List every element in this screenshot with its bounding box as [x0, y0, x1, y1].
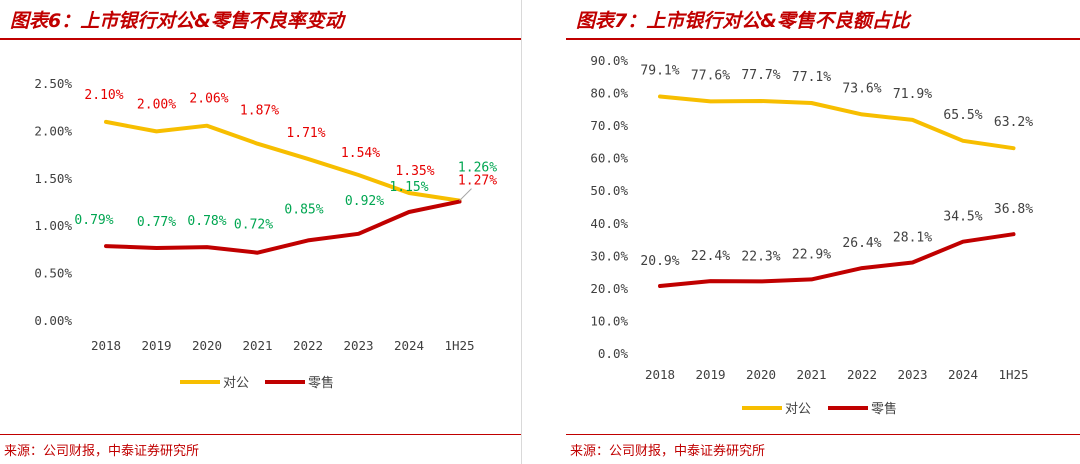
data-label: 77.6%: [691, 68, 730, 83]
x-tick-label: 2023: [343, 338, 373, 353]
y-tick-label: 70.0%: [590, 118, 628, 133]
data-label: 0.77%: [137, 215, 176, 230]
series-line-1: [104, 199, 462, 255]
data-label: 65.5%: [943, 108, 982, 123]
data-label: 1.27%: [458, 174, 497, 189]
x-tick-label: 2018: [91, 338, 121, 353]
data-label: 28.1%: [893, 231, 932, 246]
data-label: 22.9%: [792, 247, 831, 262]
data-label: 1.71%: [286, 126, 325, 141]
x-tick-label: 2020: [746, 367, 776, 382]
y-tick-label: 10.0%: [590, 313, 628, 328]
x-tick-label: 2022: [293, 338, 323, 353]
y-tick-label: 20.0%: [590, 281, 628, 296]
y-tick-label: 50.0%: [590, 183, 628, 198]
chart-panel-npl-share: 图表7：上市银行对公&零售不良额占比 0.0% 10.0% 20.0% 30.0% 40…: [566, 0, 1080, 464]
x-tick-label: 2019: [695, 367, 725, 382]
data-label: 71.9%: [893, 87, 932, 102]
chart-title-bar: 图表6：上市银行对公&零售不良率变动: [0, 0, 521, 40]
source-bar: 来源：公司财报，中泰证券研究所: [0, 434, 521, 464]
x-tick-label: 2021: [796, 367, 826, 382]
data-label: 20.9%: [640, 254, 679, 269]
data-label: 2.06%: [189, 92, 228, 107]
x-tick-label: 2024: [948, 367, 978, 382]
source-bar: 来源：公司财报，中泰证券研究所: [566, 434, 1080, 464]
npl-ratio-chart: 0.00% 0.50% 1.00% 1.50% 2.00% 2.50% 2018 2019 20…: [34, 76, 497, 391]
data-label: 0.78%: [187, 214, 226, 229]
leader-line: [459, 188, 472, 201]
series-line-0: [104, 119, 462, 203]
x-tick-label: 2019: [141, 338, 171, 353]
chart-title: 图表7：上市银行对公&零售不良额占比: [576, 10, 910, 32]
data-label: 22.3%: [741, 249, 780, 264]
y-tick-label: 40.0%: [590, 216, 628, 231]
data-label: 1.54%: [341, 146, 380, 161]
data-label: 26.4%: [842, 236, 881, 251]
y-tick-label: 2.50%: [34, 76, 72, 91]
data-label: 0.92%: [345, 194, 384, 209]
x-tick-label: 2021: [242, 338, 272, 353]
data-label: 1.15%: [389, 180, 428, 195]
data-label: 1.35%: [395, 164, 434, 179]
y-tick-label: 80.0%: [590, 86, 628, 101]
x-tick-label: 2023: [897, 367, 927, 382]
y-tick-label: 0.50%: [34, 266, 72, 281]
legend-label: 对公: [785, 402, 811, 417]
x-tick-label: 2022: [847, 367, 877, 382]
data-label: 77.1%: [792, 70, 831, 85]
y-tick-label: 1.50%: [34, 171, 72, 186]
y-tick-label: 90.0%: [590, 53, 628, 68]
source-note: 来源：公司财报，中泰证券研究所: [570, 444, 766, 459]
legend-label: 零售: [308, 375, 334, 391]
chart-title-bar: 图表7：上市银行对公&零售不良额占比: [566, 0, 1080, 40]
source-note: 来源：公司财报，中泰证券研究所: [4, 444, 200, 459]
data-label: 77.7%: [741, 68, 780, 83]
y-tick-label: 30.0%: [590, 248, 628, 263]
npl-share-chart: 0.0% 10.0% 20.0% 30.0% 40.0% 50.0% 60.0% 70.0% 8…: [590, 53, 1033, 417]
y-tick-label: 0.0%: [598, 346, 629, 361]
legend-label: 零售: [871, 401, 897, 417]
data-label: 2.10%: [84, 88, 123, 103]
data-label: 2.00%: [137, 97, 176, 112]
data-label: 0.72%: [234, 218, 273, 233]
data-label: 22.4%: [691, 249, 730, 264]
x-tick-label: 2018: [645, 367, 675, 382]
data-label: 1.26%: [458, 161, 497, 176]
y-tick-label: 2.00%: [34, 123, 72, 138]
data-label: 0.85%: [284, 202, 323, 217]
data-label: 36.8%: [994, 202, 1033, 217]
chart-title: 图表6：上市银行对公&零售不良率变动: [10, 10, 344, 32]
data-label: 0.79%: [74, 213, 113, 228]
x-tick-label: 2024: [394, 338, 424, 353]
legend-label: 对公: [223, 376, 249, 391]
data-label: 1.87%: [240, 104, 279, 119]
data-label: 34.5%: [943, 210, 982, 225]
series-line-0: [658, 94, 1016, 151]
series-line-1: [658, 232, 1016, 288]
x-tick-label: 2020: [192, 338, 222, 353]
y-tick-label: 0.00%: [34, 313, 72, 328]
data-label: 79.1%: [640, 63, 679, 78]
y-tick-label: 1.00%: [34, 218, 72, 233]
x-tick-label: 1H25: [444, 338, 474, 353]
x-tick-label: 1H25: [998, 367, 1028, 382]
y-tick-label: 60.0%: [590, 151, 628, 166]
data-label: 73.6%: [842, 81, 881, 96]
chart-panel-npl-ratio: 图表6：上市银行对公&零售不良率变动 0.00% 0.50% 1.00% 1.50% 2…: [0, 0, 522, 464]
data-label: 63.2%: [994, 115, 1033, 130]
